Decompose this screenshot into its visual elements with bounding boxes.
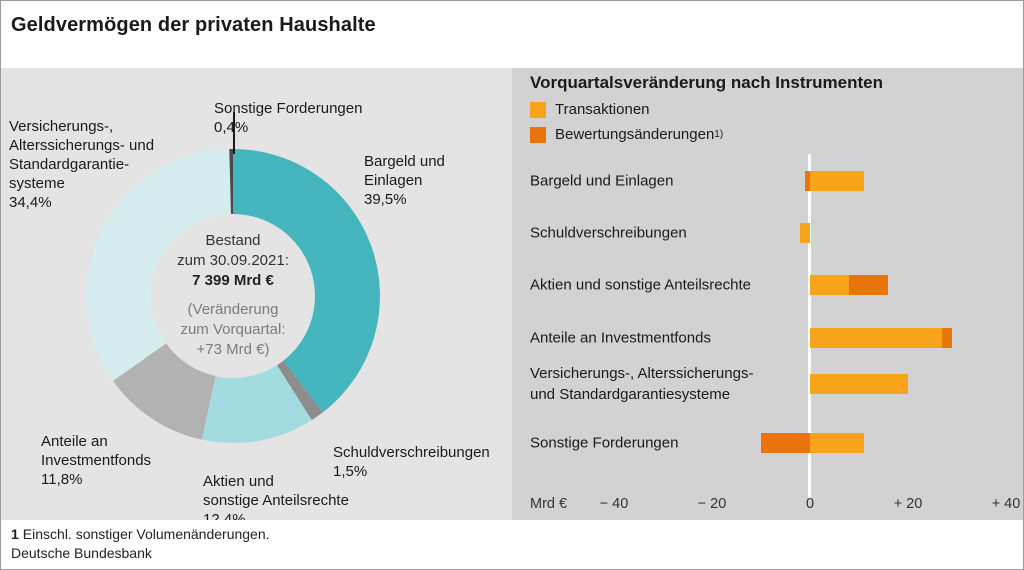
footer: 1 Einschl. sonstiger Volumenänderungen. D… (1, 520, 1023, 568)
bar-category-label: Bargeld und Einlagen (530, 172, 674, 190)
donut-slice-2 (201, 365, 312, 444)
donut-label-schuldverschreibungen: Schuldverschreibungen 1,5% (333, 444, 490, 480)
donut-center-line: Bestand (205, 232, 261, 249)
legend-label-transaktionen: Transaktionen (555, 101, 650, 118)
donut-center-sub: (Veränderung zum Vorquartal: +73 Mrd €) (133, 300, 333, 360)
bar-segment-transaktionen (810, 433, 864, 453)
donut-pct-versicherungen: 34,4% (9, 194, 52, 211)
footnote-text: Einschl. sonstiger Volumenänderungen. (22, 526, 270, 542)
title-bar: Geldvermögen der privaten Haushalte (1, 1, 1023, 68)
axis-unit-label: Mrd € (530, 496, 568, 512)
donut-label-investmentfonds: Anteile an Investmentfonds 11,8% (41, 433, 152, 488)
x-tick-label: 0 (805, 496, 815, 512)
donut-slice-3 (113, 343, 216, 440)
bar-chart-panel: Vorquartalsveränderung nach Instrumenten… (512, 68, 1023, 520)
bar-segment-transaktionen (810, 328, 943, 348)
chart-area: Bestand zum 30.09.2021: 7 399 Mrd € (Ver… (1, 68, 1023, 520)
bar-segment-bewertungsaenderungen (761, 433, 810, 453)
donut-center-line: zum Vorquartal: (180, 321, 286, 338)
donut-center-line: +73 Mrd €) (196, 341, 270, 358)
bar-segment-bewertungsaenderungen (942, 328, 953, 348)
bar-segment-bewertungsaenderungen (805, 171, 810, 191)
donut-pct-schuldverschreibungen: 1,5% (333, 463, 368, 480)
donut-center-line: (Veränderung (187, 301, 279, 318)
footnote-marker: 1 (11, 526, 19, 542)
donut-pct-aktien: 12,4% (203, 511, 246, 520)
donut-pct-sonstige-forderungen: 0,4% (214, 119, 249, 136)
bar-category-label: Anteile an Investmentfonds (530, 329, 711, 347)
donut-panel: Bestand zum 30.09.2021: 7 399 Mrd € (Ver… (1, 68, 512, 520)
footnote: 1 Einschl. sonstiger Volumenänderungen. (11, 525, 1013, 544)
zero-axis-line (808, 154, 811, 498)
donut-center-line: zum 30.09.2021: (177, 252, 289, 269)
donut-pct-bargeld: 39,5% (364, 191, 407, 208)
x-tick-label: − 40 (599, 496, 629, 512)
donut-slice-4 (86, 149, 231, 381)
bar-segment-transaktionen (810, 171, 864, 191)
donut-slice-0 (233, 149, 380, 413)
donut-slice-5 (229, 149, 233, 215)
bar-category-label: Aktien und sonstige Anteilsrechte (530, 276, 751, 294)
x-tick-label: − 20 (697, 496, 727, 512)
legend-label-bewertungsaenderungen: Bewertungsänderungen (555, 126, 715, 143)
donut-center-amount: 7 399 Mrd € (192, 272, 274, 289)
donut-center-label: Bestand zum 30.09.2021: 7 399 Mrd € (Ver… (133, 231, 333, 360)
legend-swatch-bewertungsaenderungen (530, 126, 546, 143)
x-tick-label: + 20 (893, 496, 923, 512)
label-leader-line (233, 112, 235, 154)
legend-item-transaktionen: Transaktionen (530, 101, 650, 118)
donut-label-versicherungen: Versicherungs-, Alterssicherungs- und St… (9, 118, 155, 211)
bar-category-label: Versicherungs-, Alterssicherungs- und St… (530, 365, 754, 403)
bar-chart-title: Vorquartalsveränderung nach Instrumenten (530, 73, 883, 92)
legend-swatch-transaktionen (530, 101, 546, 118)
bar-segment-transaktionen (800, 223, 810, 243)
donut-label-sonstige-forderungen: Sonstige Forderungen 0,4% (214, 100, 363, 136)
donut-slice-1 (276, 360, 324, 421)
donut-chart (86, 149, 380, 444)
bar-category-label: Schuldverschreibungen (530, 224, 687, 242)
page-title: Geldvermögen der privaten Haushalte (11, 14, 376, 36)
bar-segment-transaktionen (810, 374, 908, 394)
donut-pct-investmentfonds: 11,8% (41, 471, 83, 488)
donut-label-aktien: Aktien und sonstige Anteilsrechte 12,4% (203, 453, 349, 520)
bar-category-label: Sonstige Forderungen (530, 434, 679, 452)
donut-label-bargeld: Bargeld und Einlagen 39,5% (364, 153, 445, 208)
source: Deutsche Bundesbank (11, 545, 152, 561)
bar-segment-bewertungsaenderungen (849, 275, 889, 295)
legend-item-bewertungsaenderungen: Bewertungsänderungen 1) (530, 126, 723, 143)
bar-segment-transaktionen (810, 275, 850, 295)
x-tick-label: + 40 (991, 496, 1021, 512)
